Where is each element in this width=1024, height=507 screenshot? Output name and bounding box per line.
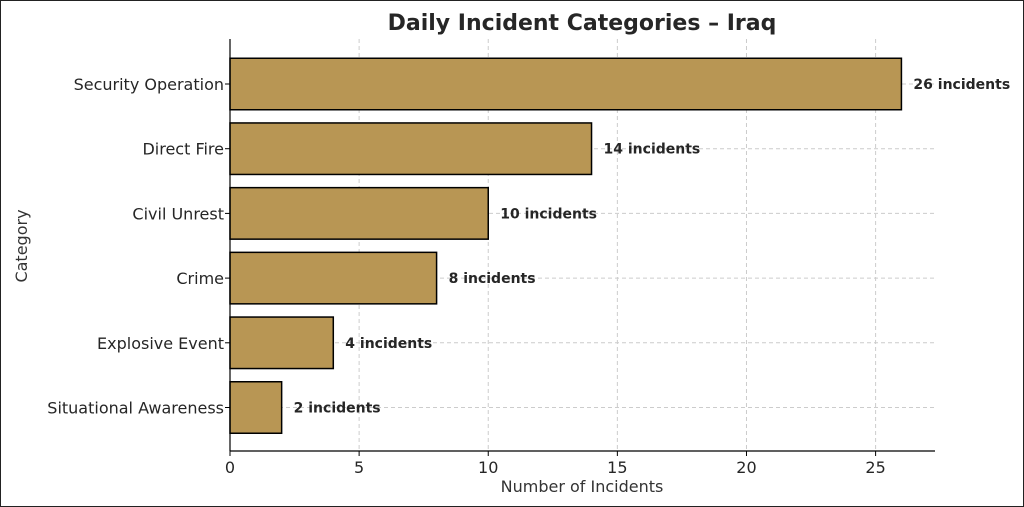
y-tick-label: Security Operation xyxy=(74,75,224,94)
bar-data-label: 26 incidents xyxy=(913,77,1010,93)
y-tick-label: Situational Awareness xyxy=(47,399,224,418)
bar-data-label: 4 incidents xyxy=(345,336,432,352)
x-axis-label: Number of Incidents xyxy=(501,477,664,496)
y-tick-label: Crime xyxy=(176,269,224,288)
bar-data-label: 2 incidents xyxy=(294,401,381,417)
y-tick-label: Explosive Event xyxy=(97,334,224,353)
bar-data-label: 8 incidents xyxy=(449,271,536,287)
y-tick-label: Direct Fire xyxy=(142,140,224,159)
x-tick-label: 20 xyxy=(736,458,756,477)
x-tick-label: 5 xyxy=(354,458,364,477)
bar-data-label: 14 incidents xyxy=(604,142,701,158)
y-tick-label: Civil Unrest xyxy=(132,204,224,223)
chart-title: Daily Incident Categories – Iraq xyxy=(388,11,777,36)
bar xyxy=(229,57,903,111)
x-tick-label: 0 xyxy=(225,458,235,477)
bars xyxy=(229,57,903,434)
bar xyxy=(229,316,335,370)
bar xyxy=(229,186,489,240)
x-tick-label: 10 xyxy=(478,458,498,477)
bar xyxy=(229,122,593,176)
bar-data-label: 10 incidents xyxy=(500,206,597,222)
bar xyxy=(229,381,283,434)
axes: Security Operation Direct Fire Civil Unres… xyxy=(47,39,935,477)
bar xyxy=(229,251,438,305)
data-labels: 26 incidents 14 incidents 10 incidents 8 in… xyxy=(294,77,1011,417)
y-axis-label: Category xyxy=(12,209,31,282)
x-tick-label: 25 xyxy=(865,458,885,477)
x-tick-label: 15 xyxy=(607,458,627,477)
